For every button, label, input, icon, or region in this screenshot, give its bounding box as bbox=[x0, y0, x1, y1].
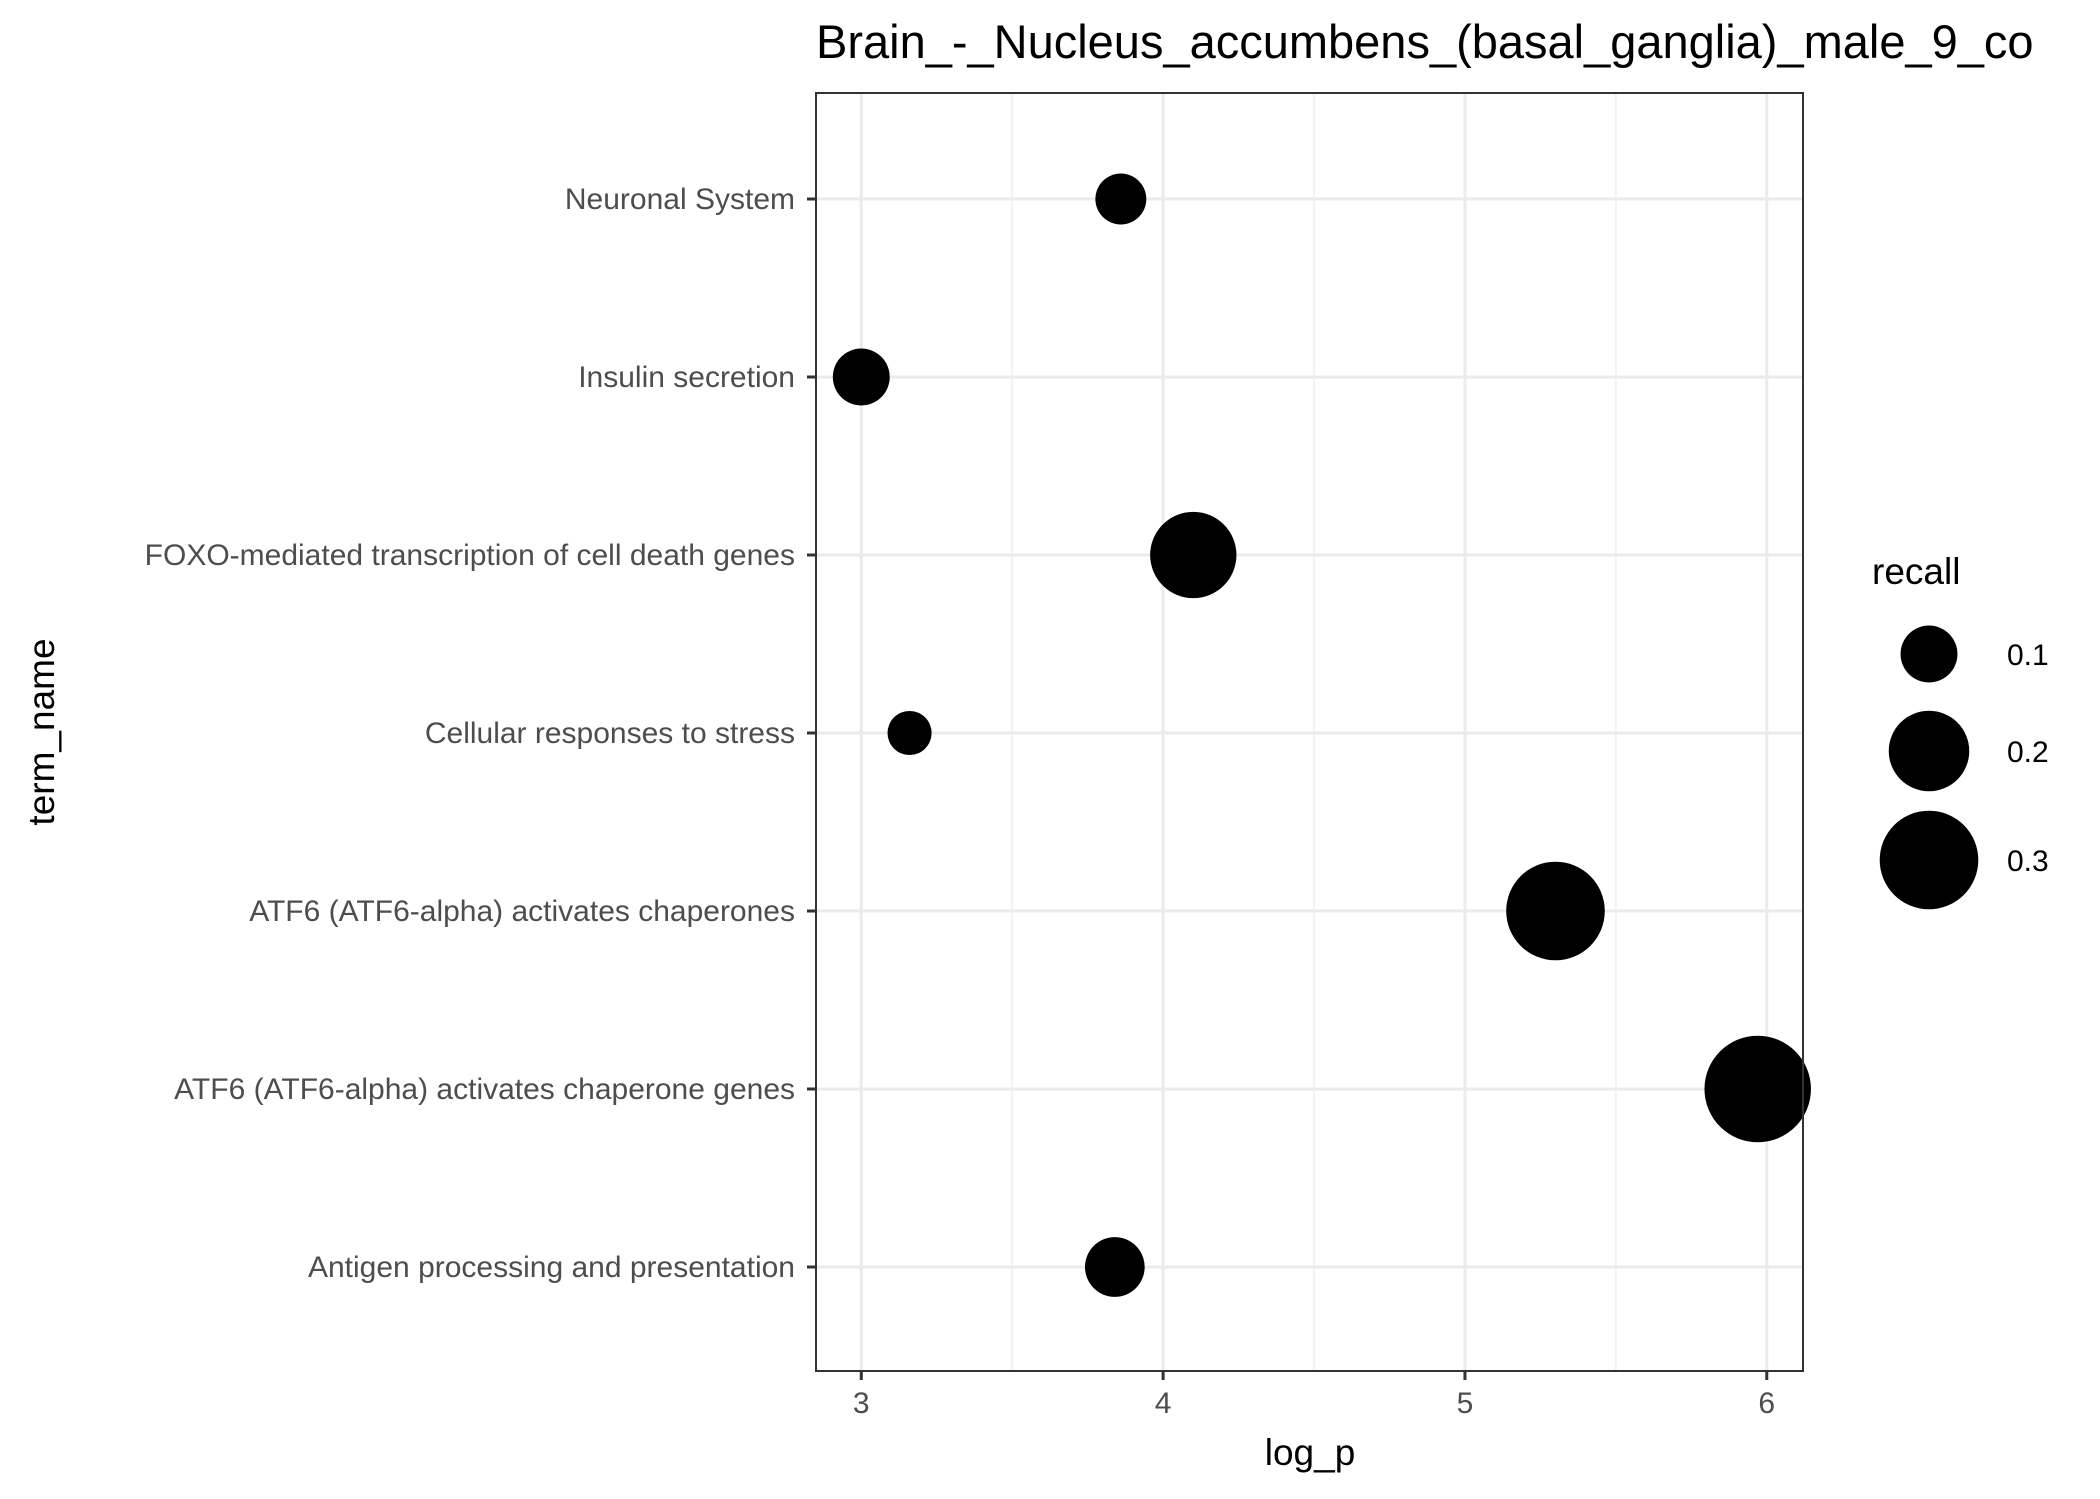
grid-major-lines bbox=[816, 93, 1803, 1371]
legend-key bbox=[1879, 810, 1979, 910]
legend: recall 0.1 0.2 0.3 bbox=[1872, 551, 2049, 910]
data-point bbox=[1506, 861, 1605, 961]
data-point bbox=[832, 348, 890, 406]
y-tick-label: Insulin secretion bbox=[578, 361, 795, 394]
legend-label: 0.2 bbox=[2007, 736, 2049, 769]
data-point bbox=[1704, 1035, 1811, 1143]
y-tick-label: Neuronal System bbox=[565, 183, 795, 216]
y-axis-ticks: Neuronal System Insulin secretion FOXO-med… bbox=[145, 183, 816, 1284]
x-tick-label: 4 bbox=[1155, 1387, 1172, 1420]
y-tick-label: ATF6 (ATF6-alpha) activates chaperone ge… bbox=[174, 1073, 795, 1106]
legend-label: 0.3 bbox=[2007, 845, 2049, 878]
y-axis-title: term_name bbox=[21, 638, 62, 825]
y-tick-label: FOXO-mediated transcription of cell deat… bbox=[145, 539, 795, 572]
chart-title: Brain_-_Nucleus_accumbens_(basal_ganglia… bbox=[816, 15, 2034, 68]
x-tick-label: 6 bbox=[1758, 1387, 1775, 1420]
data-point bbox=[887, 710, 932, 756]
legend-label: 0.1 bbox=[2007, 639, 2049, 672]
legend-title: recall bbox=[1872, 551, 1960, 592]
y-tick-label: ATF6 (ATF6-alpha) activates chaperones bbox=[249, 895, 795, 928]
data-points bbox=[832, 173, 1811, 1297]
data-point bbox=[1084, 1237, 1145, 1297]
data-point bbox=[1150, 511, 1237, 599]
legend-key bbox=[1900, 625, 1958, 683]
x-axis-ticks: 3 4 5 6 bbox=[853, 1371, 1775, 1420]
legend-key bbox=[1888, 710, 1970, 792]
x-tick-label: 5 bbox=[1457, 1387, 1474, 1420]
y-tick-label: Antigen processing and presentation bbox=[308, 1251, 795, 1284]
y-tick-label: Cellular responses to stress bbox=[425, 717, 795, 750]
data-point bbox=[1095, 173, 1147, 225]
x-axis-title: log_p bbox=[1265, 1432, 1356, 1473]
x-tick-label: 3 bbox=[853, 1387, 870, 1420]
